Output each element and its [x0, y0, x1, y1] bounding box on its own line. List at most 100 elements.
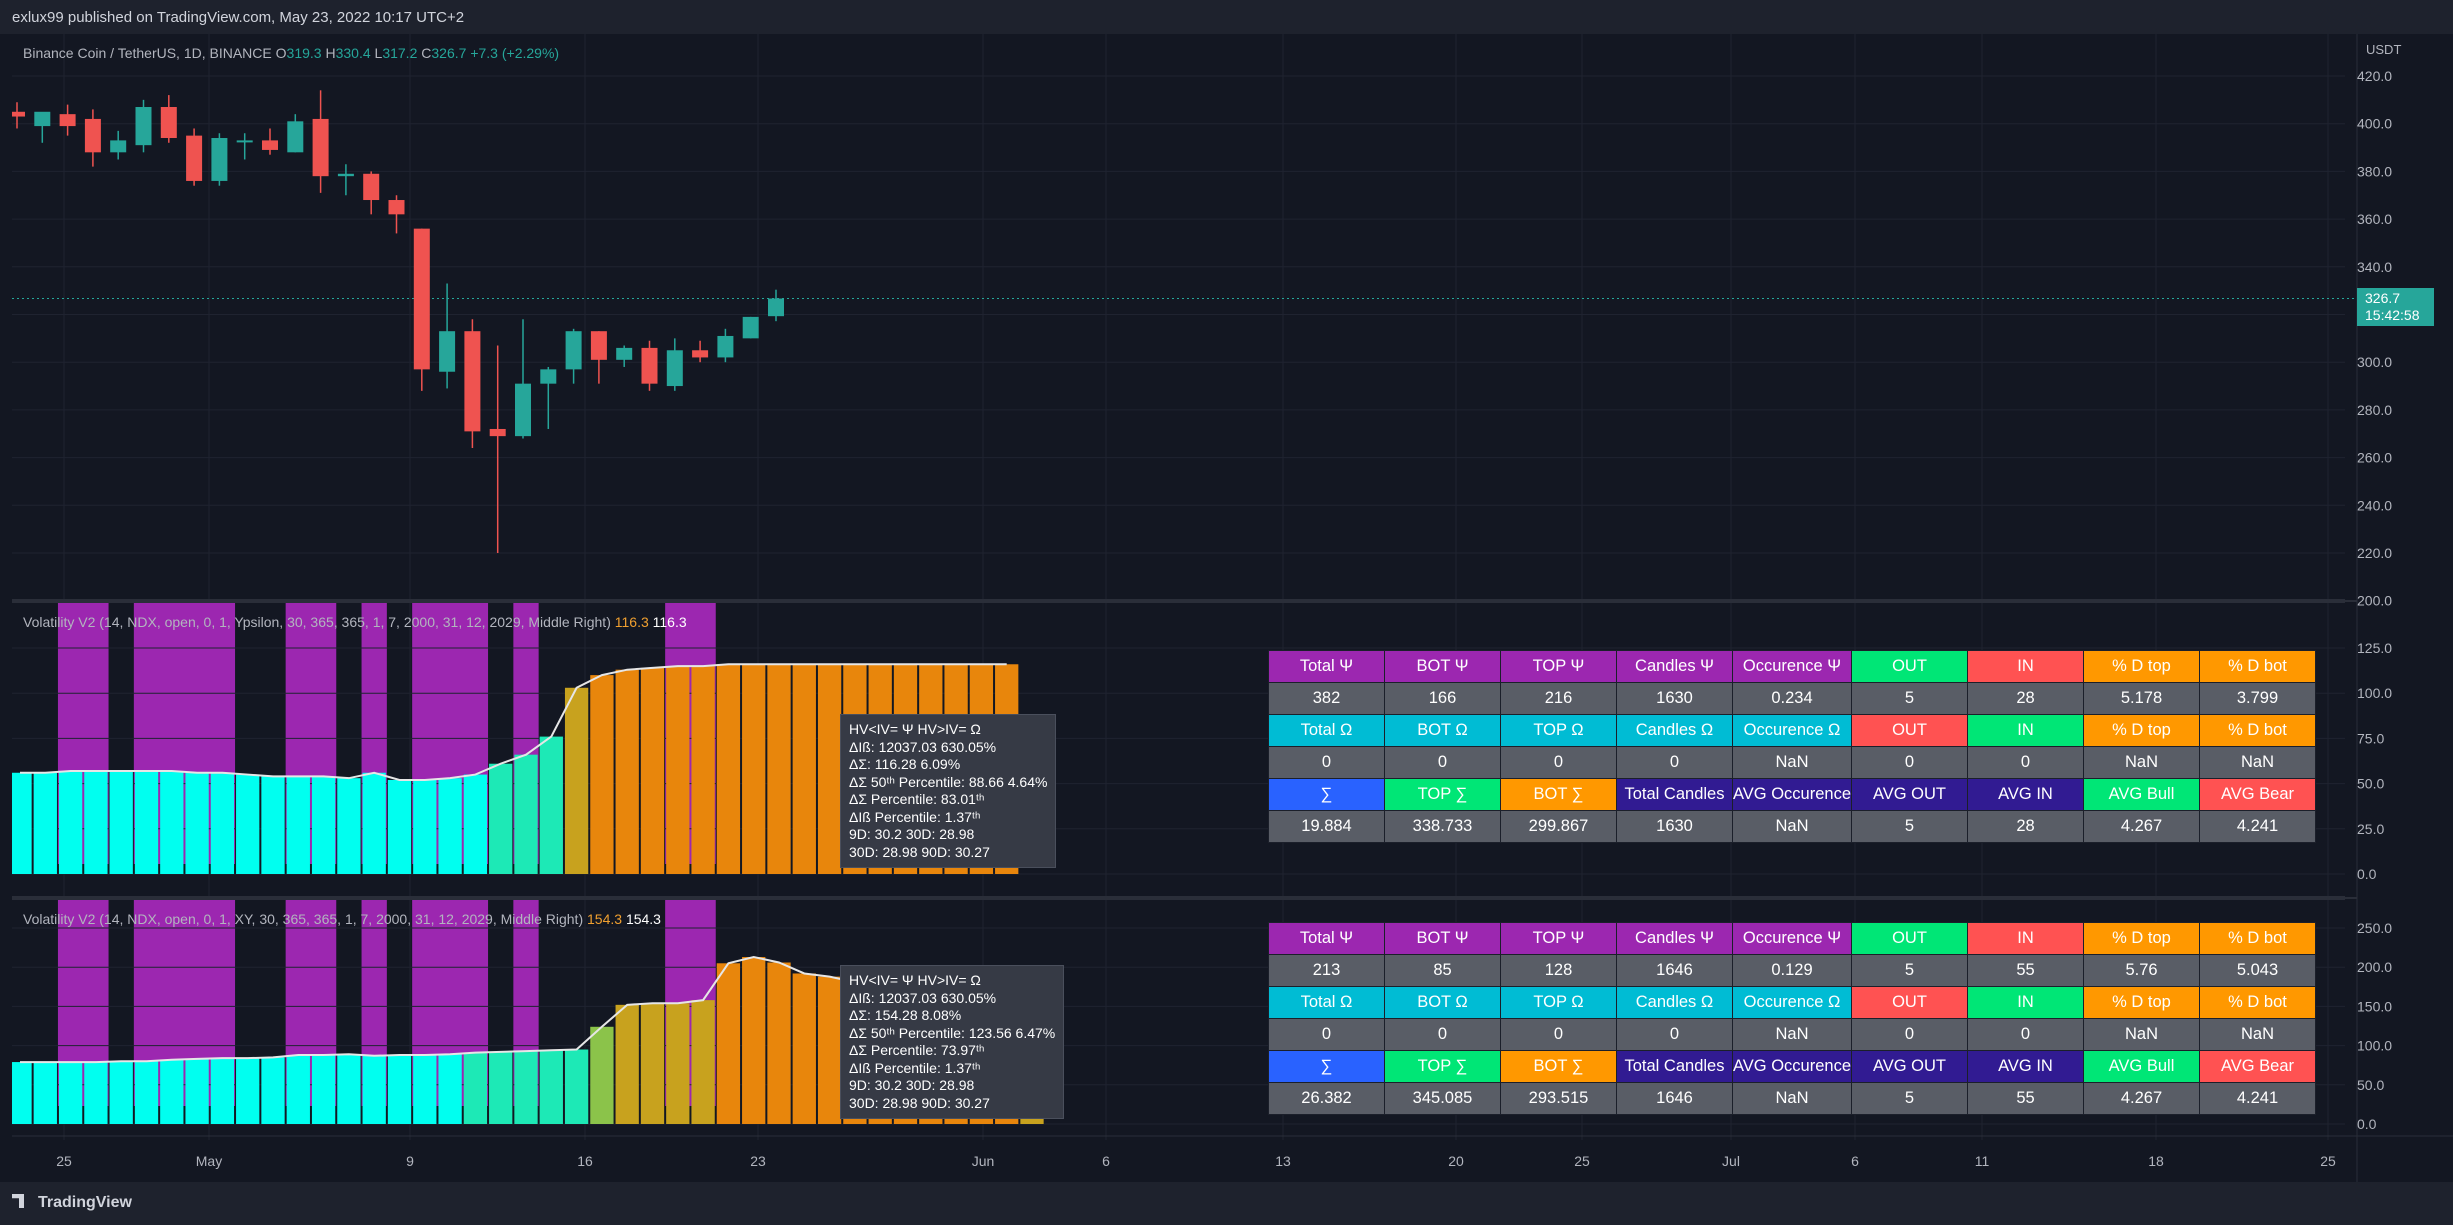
table-row: 0 0 0 0 NaN 0 0 NaN NaN	[1268, 1018, 2316, 1051]
volatility-bar	[185, 772, 209, 874]
tooltip-line: ΔΣ: 116.28 6.09%	[849, 756, 961, 772]
table-row: Total Ω BOT Ω TOP Ω Candles Ω Occurence Ω OUT…	[1268, 986, 2316, 1019]
volatility-bar	[160, 1059, 184, 1124]
table-cell: AVG Bull	[2083, 1050, 2200, 1083]
volatility-bar	[387, 779, 412, 874]
time-tick-label: 9	[406, 1153, 414, 1169]
table-cell: TOP ∑	[1384, 1050, 1501, 1083]
indicator-tick-label: 0.0	[2357, 866, 2377, 882]
volatility-bar	[337, 1054, 361, 1124]
table-cell: OUT	[1851, 986, 1968, 1019]
volatility-bar	[337, 778, 361, 874]
table-cell: BOT ∑	[1500, 1050, 1617, 1083]
high-label: H	[325, 45, 336, 61]
volatility-bar	[387, 1055, 412, 1124]
symbol-name: Binance Coin / TetherUS, 1D, BINANCE	[23, 45, 272, 61]
volatility-bar	[716, 664, 741, 874]
table-cell: 0.234	[1732, 682, 1852, 715]
volatility-bar	[691, 1000, 715, 1124]
candle-body	[717, 335, 734, 358]
publisher-line: exlux99 published on TradingView.com, Ma…	[12, 9, 465, 26]
price-tick-label: 300.0	[2357, 354, 2392, 370]
price-tick-label: 340.0	[2357, 259, 2392, 275]
table-cell: 0	[1967, 1018, 2084, 1051]
table-cell: % D bot	[2199, 922, 2316, 955]
price-tick-label: 200.0	[2357, 593, 2392, 609]
table-cell: NaN	[2199, 1018, 2316, 1051]
table-cell: 19.884	[1268, 810, 1385, 843]
table-row: Total Ω BOT Ω TOP Ω Candles Ω Occurence Ω OUT…	[1268, 714, 2316, 747]
table-cell: BOT Ψ	[1384, 650, 1501, 683]
volatility-bar	[539, 736, 563, 874]
volatility-bar	[261, 776, 285, 874]
volatility-bar	[84, 1062, 108, 1124]
table-cell: 5	[1851, 954, 1968, 987]
indicator-1-title: Volatility V2 (14, NDX, open, 0, 1, Ypsi…	[23, 614, 611, 630]
tradingview-logo[interactable]: TradingView	[12, 1194, 132, 1212]
candle-body	[489, 428, 506, 437]
open-label: O	[275, 45, 287, 61]
indicator-tick-label: 25.0	[2357, 821, 2384, 837]
time-tick-label: 11	[1975, 1153, 1990, 1169]
table-row: 213 85 128 1646 0.129 5 55 5.76 5.043	[1268, 954, 2316, 987]
volatility-bar	[58, 770, 83, 874]
table-row: ∑ TOP ∑ BOT ∑ Total Candles AVG Occurence AVG…	[1268, 1050, 2316, 1083]
table-cell: BOT Ω	[1384, 714, 1501, 747]
candle-body	[540, 369, 557, 384]
table-cell: Candles Ψ	[1616, 922, 1733, 955]
table-cell: 0	[1268, 1018, 1385, 1051]
price-tick-label: 260.0	[2357, 450, 2392, 466]
volatility-bar	[489, 1051, 513, 1124]
time-tick-label: Jun	[972, 1153, 995, 1169]
volatility-bar	[12, 772, 32, 874]
table-cell: Occurence Ψ	[1732, 922, 1852, 955]
table-cell: 4.241	[2199, 1082, 2316, 1115]
table-cell: 5.178	[2083, 682, 2200, 715]
volatility-bar	[109, 770, 133, 874]
candle-body	[236, 140, 253, 143]
tooltip-line: ΔIß: 12037.03 630.05%	[849, 738, 997, 755]
table-cell: 26.382	[1268, 1082, 1385, 1115]
table-cell: Total Ω	[1268, 714, 1385, 747]
volatility-bar	[742, 664, 766, 874]
volatility-bar	[210, 1058, 235, 1124]
table-cell: NaN	[1732, 1018, 1852, 1051]
candle-body	[363, 173, 380, 201]
candle-body	[565, 331, 582, 370]
volatility-bar	[413, 779, 437, 874]
indicator-2-legend: Volatility V2 (14, NDX, open, 0, 1, XY, …	[23, 911, 661, 927]
table-cell: % D bot	[2199, 714, 2316, 747]
table-cell: AVG Bull	[2083, 778, 2200, 811]
candle-body	[388, 200, 405, 215]
table-cell: Total Ψ	[1268, 922, 1385, 955]
table-row: Total Ψ BOT Ψ TOP Ψ Candles Ψ Occurence Ψ OUT…	[1268, 650, 2316, 683]
brand-name: TradingView	[38, 1194, 132, 1211]
table-cell: BOT ∑	[1500, 778, 1617, 811]
table-cell: Candles Ψ	[1616, 650, 1733, 683]
volatility-bar	[615, 1004, 639, 1124]
table-cell: Occurence Ω	[1732, 714, 1852, 747]
volatility-bar	[109, 1061, 133, 1124]
volatility-bar	[311, 1055, 336, 1124]
table-cell: NaN	[2083, 1018, 2200, 1051]
candle-body	[287, 121, 304, 153]
table-cell: ∑	[1268, 778, 1385, 811]
table-cell: AVG IN	[1967, 778, 2084, 811]
time-tick-label: 20	[1448, 1153, 1464, 1169]
table-cell: Total Ω	[1268, 986, 1385, 1019]
candle-body	[692, 350, 709, 358]
candle-body	[12, 111, 25, 117]
volatility-bar	[590, 1026, 614, 1124]
volatility-bar	[514, 1051, 538, 1124]
candle-body	[666, 350, 683, 387]
tooltip-line: ΔIß: 12037.03 630.05%	[849, 989, 997, 1006]
table-row: 19.884 338.733 299.867 1630 NaN 5 28 4.267 4.241	[1268, 810, 2316, 843]
low-label: L	[374, 45, 383, 61]
candle-body	[262, 140, 278, 150]
time-tick-label: Jul	[1722, 1153, 1740, 1169]
tooltip-line: HV<IV= Ψ HV>IV= Ω	[849, 972, 981, 988]
volatility-bar	[640, 667, 665, 874]
volatility-bar	[666, 1003, 690, 1124]
indicator-1-value-a: 116.3	[614, 614, 649, 630]
table-cell: 0.129	[1732, 954, 1852, 987]
